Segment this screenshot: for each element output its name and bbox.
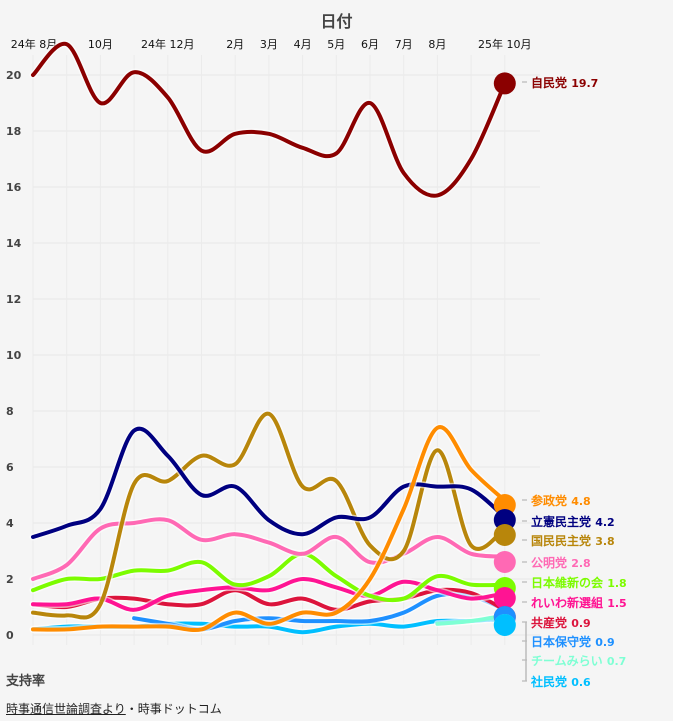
series-label: 公明党 2.8 bbox=[531, 555, 591, 570]
series-name: 日本保守党 bbox=[531, 634, 595, 649]
x-tick-label: 4月 bbox=[294, 38, 312, 51]
series-line bbox=[31, 425, 507, 633]
series-value: 0.9 bbox=[571, 617, 591, 630]
footer: 時事通信世論調査より・時事ドットコム bbox=[6, 700, 222, 717]
series-label: 日本維新の会 1.8 bbox=[531, 575, 627, 590]
series-label: 立憲民主党 4.2 bbox=[531, 514, 615, 529]
source-link[interactable]: 時事通信世論調査より bbox=[6, 702, 126, 716]
series-value: 1.8 bbox=[607, 577, 627, 590]
series-label: チームみらい 0.7 bbox=[531, 654, 626, 668]
x-tick-label: 2月 bbox=[226, 38, 244, 51]
series-value: 3.8 bbox=[595, 535, 615, 548]
x-tick-label: 25年 10月 bbox=[478, 37, 532, 51]
series-value: 0.9 bbox=[595, 636, 615, 649]
x-tick-label: 8月 bbox=[428, 38, 446, 51]
series-label: れいわ新選組 1.5 bbox=[531, 595, 627, 610]
series-label: 日本保守党 0.9 bbox=[531, 634, 615, 649]
x-tick-label: 5月 bbox=[327, 38, 345, 51]
series-name: 共産党 bbox=[531, 615, 571, 630]
x-tick-label: 3月 bbox=[260, 38, 278, 51]
series-value: 0.7 bbox=[607, 655, 627, 668]
series-line bbox=[31, 411, 507, 620]
series-name: 国民民主党 bbox=[531, 533, 595, 548]
series-end-dot bbox=[493, 587, 516, 609]
series-label: 自民党 19.7 bbox=[531, 75, 598, 90]
x-tick-label: 24年 8月 bbox=[11, 37, 58, 51]
series-value: 19.7 bbox=[571, 77, 598, 90]
series-value: 0.6 bbox=[571, 676, 591, 689]
series-name: 自民党 bbox=[531, 75, 571, 90]
site-name: 時事ドットコム bbox=[137, 702, 222, 716]
x-tick-label: 24年 12月 bbox=[141, 37, 195, 51]
y-tick-label: 0 bbox=[6, 629, 14, 642]
y-tick-label: 16 bbox=[6, 181, 22, 194]
series-value: 1.5 bbox=[607, 597, 627, 610]
x-axis-title: 日付 bbox=[320, 12, 353, 31]
y-tick-label: 10 bbox=[6, 349, 22, 362]
y-tick-label: 12 bbox=[6, 293, 21, 306]
x-tick-label: 6月 bbox=[361, 38, 379, 51]
series-line bbox=[31, 576, 507, 612]
series-name: 立憲民主党 bbox=[531, 514, 595, 529]
series-name: 社民党 bbox=[530, 674, 571, 689]
series-name: 日本維新の会 bbox=[531, 575, 607, 590]
series-end-dot bbox=[493, 551, 516, 573]
series-end-dot bbox=[493, 72, 516, 95]
series-line bbox=[31, 517, 507, 581]
x-tick-label: 7月 bbox=[395, 38, 413, 51]
y-tick-label: 14 bbox=[6, 237, 22, 250]
series-name: れいわ新選組 bbox=[531, 595, 607, 610]
series-value: 2.8 bbox=[571, 557, 591, 570]
series-end-dot bbox=[493, 614, 516, 636]
y-tick-label: 8 bbox=[6, 405, 14, 418]
series-label: 社民党 0.6 bbox=[530, 674, 591, 689]
series-value: 4.8 bbox=[571, 495, 591, 508]
y-tick-label: 18 bbox=[6, 125, 21, 138]
y-axis-title: 支持率 bbox=[6, 674, 46, 689]
y-tick-label: 4 bbox=[6, 517, 14, 530]
series-line bbox=[31, 426, 507, 539]
series-end-dot bbox=[493, 524, 516, 546]
series-value: 4.2 bbox=[595, 516, 615, 529]
series-name: チームみらい bbox=[531, 654, 607, 668]
series-line bbox=[31, 41, 507, 198]
series-label: 共産党 0.9 bbox=[531, 615, 591, 630]
series-name: 公明党 bbox=[531, 555, 571, 570]
footer-separator: ・ bbox=[125, 702, 138, 716]
y-tick-label: 20 bbox=[6, 69, 22, 82]
series-name: 参政党 bbox=[531, 493, 571, 508]
y-tick-label: 2 bbox=[6, 573, 14, 586]
series-label: 参政党 4.8 bbox=[531, 493, 591, 508]
x-tick-label: 10月 bbox=[88, 38, 113, 51]
series-label: 国民民主党 3.8 bbox=[531, 533, 615, 548]
y-tick-label: 6 bbox=[6, 461, 14, 474]
